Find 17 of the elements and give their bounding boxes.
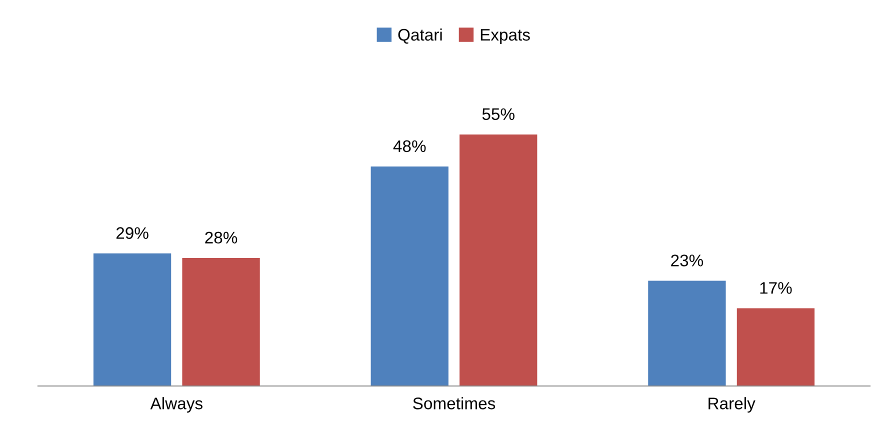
data-label: 17%	[760, 282, 792, 294]
bar	[93, 253, 172, 386]
bar	[736, 308, 815, 386]
data-label: 48%	[393, 140, 426, 152]
data-label: 29%	[116, 227, 148, 239]
data-label: 23%	[671, 254, 704, 266]
x-tick-label: Always	[150, 397, 202, 413]
bar	[370, 166, 448, 386]
data-label: 28%	[205, 232, 238, 244]
x-tick-label: Rarely	[708, 397, 756, 413]
x-tick-label: Sometimes	[413, 397, 496, 410]
legend-label: Qatari	[398, 28, 442, 44]
bar	[460, 134, 538, 386]
legend-label: Expats	[480, 29, 530, 44]
bar	[648, 280, 726, 386]
bar	[182, 258, 260, 386]
data-label: 55%	[482, 108, 514, 120]
